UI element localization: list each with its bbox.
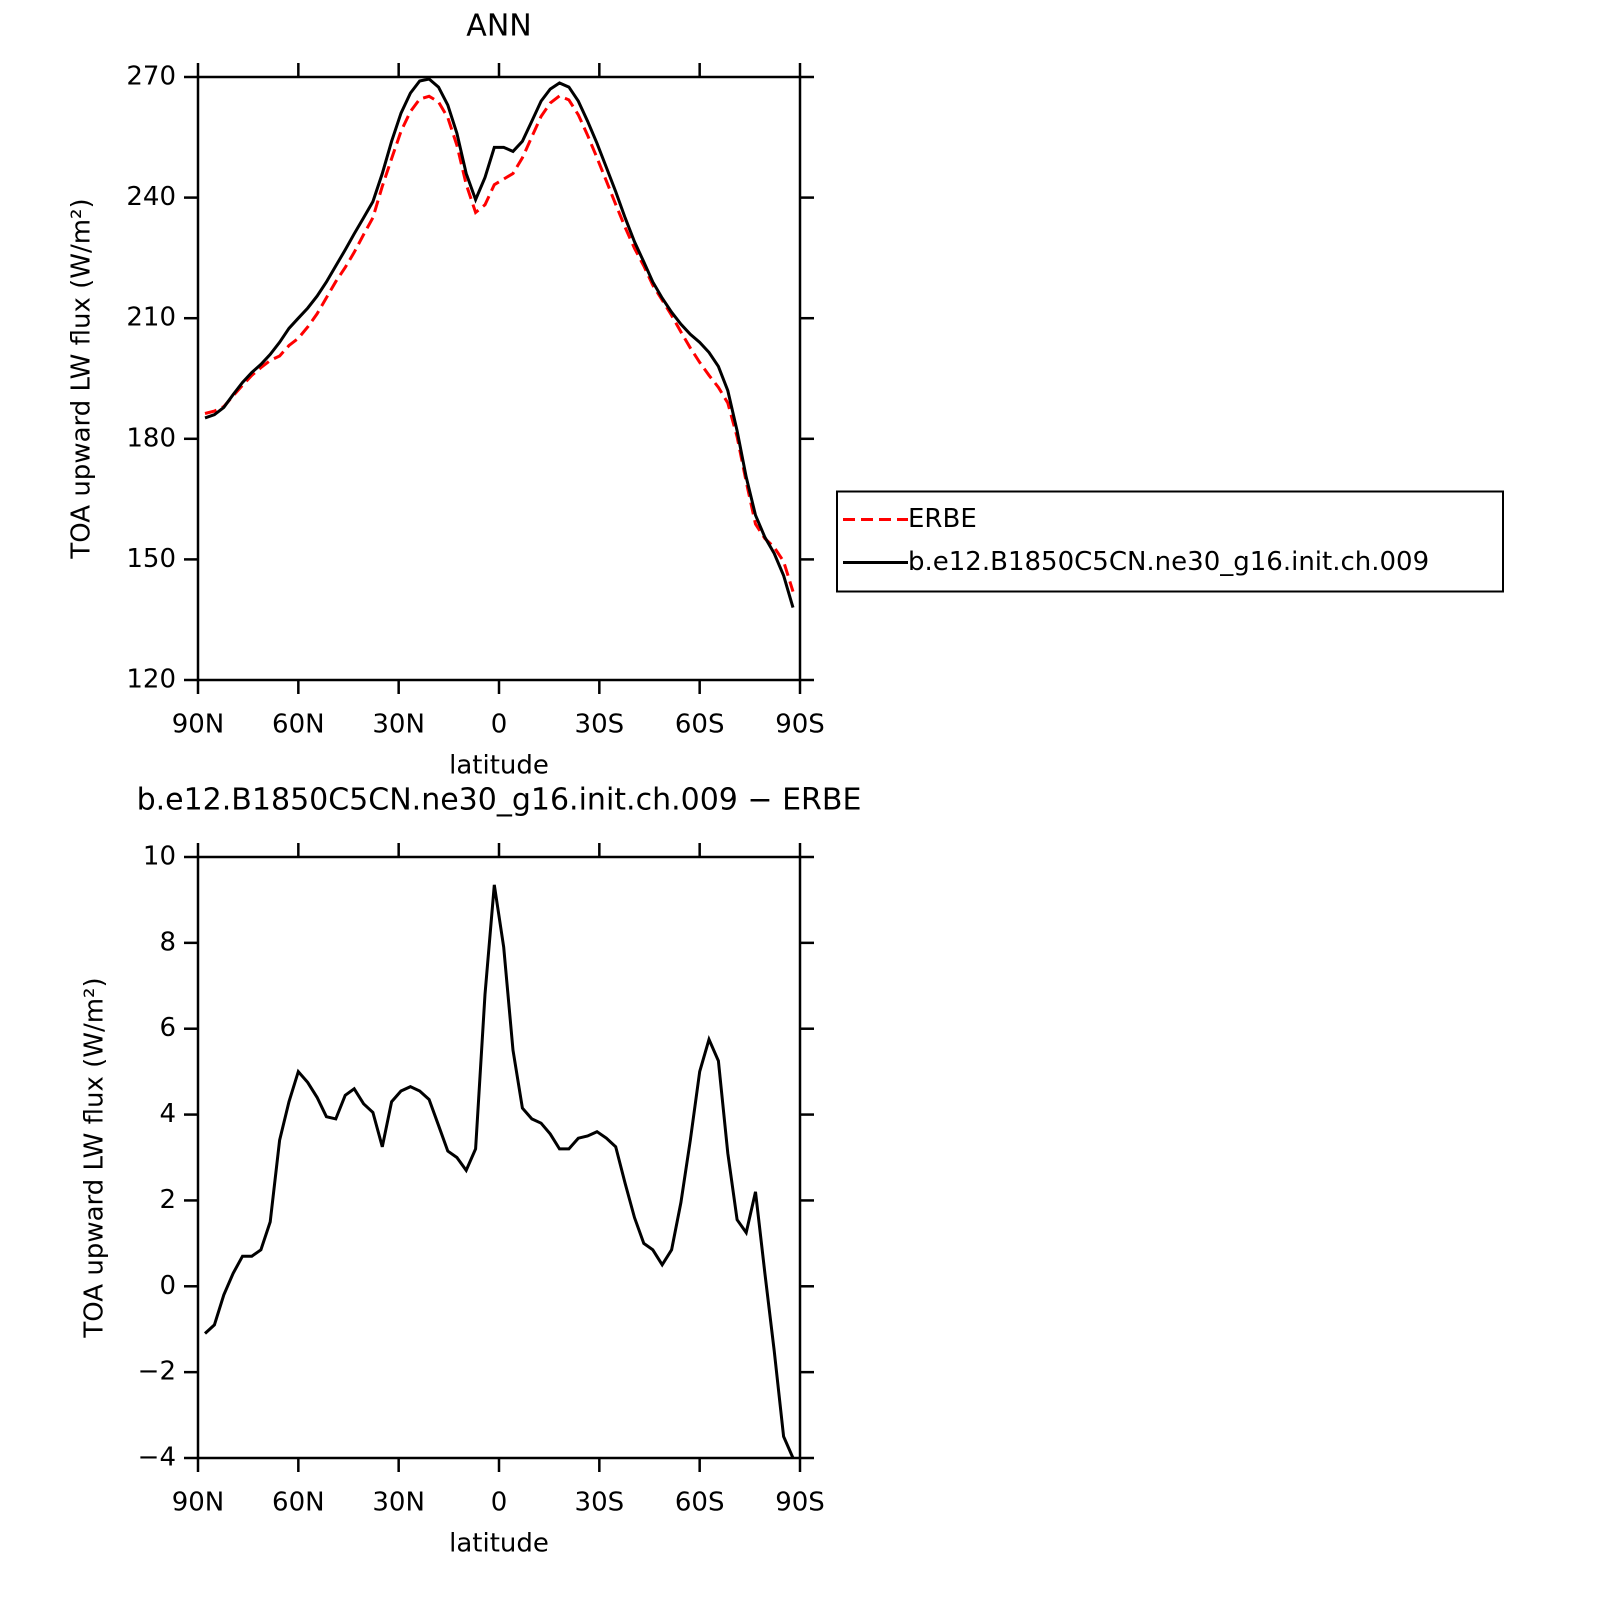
x-tick-label: 60S <box>675 1488 725 1518</box>
y-axis-label: TOA upward LW flux (W/m²) <box>80 977 110 1338</box>
legend-box <box>836 490 1504 593</box>
y-tick-label: −4 <box>138 1443 176 1473</box>
y-tick-label: 240 <box>126 182 176 212</box>
y-tick-label: −2 <box>138 1357 176 1387</box>
x-tick-label: 90S <box>775 710 825 740</box>
y-tick-label: 150 <box>126 544 176 574</box>
y-tick-label: 4 <box>159 1099 176 1129</box>
x-tick-label: 30S <box>575 710 625 740</box>
x-tick-label: 30N <box>372 710 425 740</box>
legend-label: b.e12.B1850C5CN.ne30_g16.init.ch.009 <box>908 547 1429 577</box>
y-tick-label: 2 <box>159 1185 176 1215</box>
data-line <box>204 94 795 593</box>
y-axis-label: TOA upward LW flux (W/m²) <box>67 198 97 559</box>
y-tick-label: 180 <box>126 423 176 453</box>
y-tick-label: 8 <box>159 927 176 957</box>
y-tick-label: 10 <box>143 842 176 872</box>
x-tick-label: 90S <box>775 1488 825 1518</box>
data-line <box>204 77 795 609</box>
x-tick-label: 0 <box>491 710 508 740</box>
legend-label: ERBE <box>908 504 977 534</box>
x-tick-label: 60S <box>675 710 725 740</box>
y-tick-label: 120 <box>126 665 176 695</box>
x-tick-label: 30S <box>575 1488 625 1518</box>
y-tick-label: 210 <box>126 303 176 333</box>
plot-frame <box>196 75 802 682</box>
y-tick-label: 270 <box>126 62 176 92</box>
x-axis-label: latitude <box>449 751 549 781</box>
x-tick-label: 0 <box>491 1488 508 1518</box>
y-tick-label: 0 <box>159 1271 176 1301</box>
chart-title: ANN <box>466 9 531 44</box>
data-line <box>203 884 795 1459</box>
x-tick-label: 90N <box>172 1488 225 1518</box>
x-tick-label: 90N <box>172 710 225 740</box>
x-tick-label: 60N <box>272 710 325 740</box>
plot-frame <box>196 855 802 1460</box>
y-tick-label: 6 <box>159 1013 176 1043</box>
x-axis-label: latitude <box>449 1529 549 1559</box>
x-tick-label: 60N <box>272 1488 325 1518</box>
chart-title: b.e12.B1850C5CN.ne30_g16.init.ch.009 − E… <box>137 783 862 818</box>
x-tick-label: 30N <box>372 1488 425 1518</box>
